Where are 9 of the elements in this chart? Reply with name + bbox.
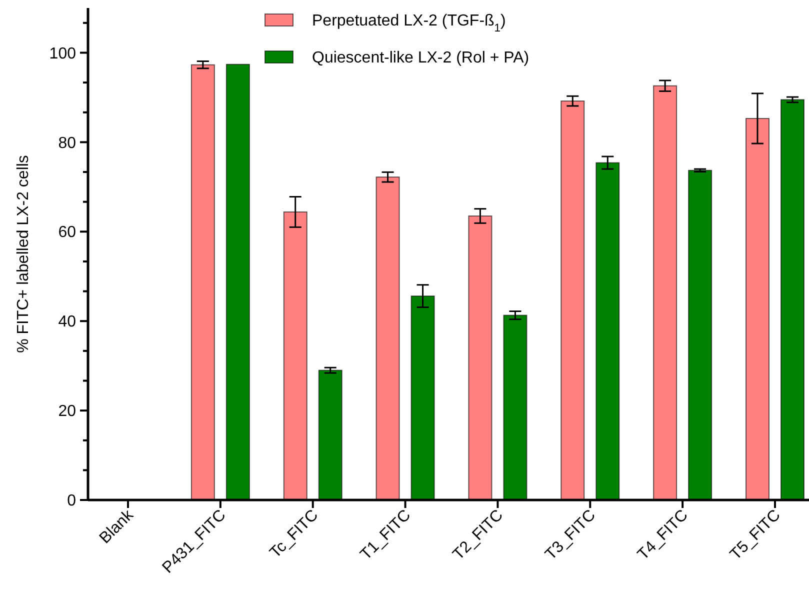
y-tick-label: 20: [58, 403, 76, 420]
legend-label: Quiescent-like LX-2 (Rol + PA): [312, 50, 530, 67]
y-axis-title: % FITC+ labelled LX-2 cells: [15, 155, 32, 353]
legend-label: Perpetuated LX-2 (TGF-ß$_{1}$): [312, 12, 506, 35]
y-tick-label: 60: [58, 224, 76, 242]
y-tick-label: 80: [58, 134, 76, 152]
y-tick-label: 0: [67, 492, 76, 510]
y-tick-label: 40: [58, 314, 76, 331]
y-tick-label: 100: [49, 45, 76, 62]
